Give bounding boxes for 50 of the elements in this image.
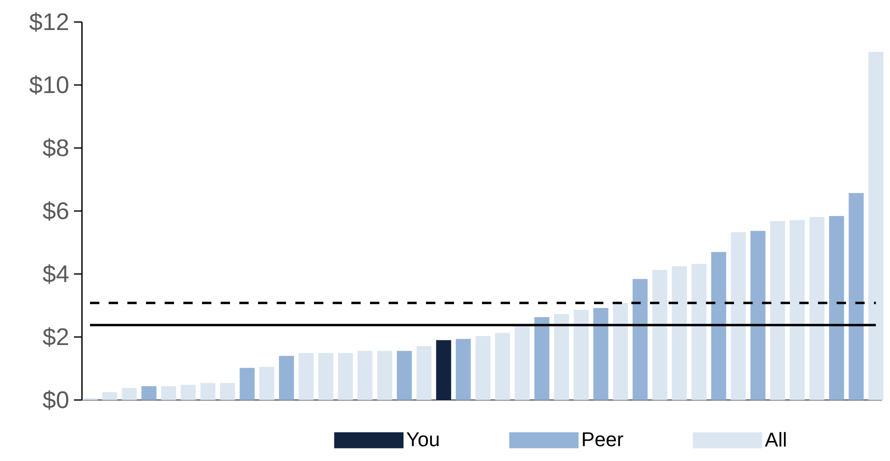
bar <box>200 382 216 400</box>
bar <box>534 317 550 400</box>
bar <box>848 193 864 400</box>
legend-label: Peer <box>582 432 624 446</box>
bar <box>456 338 471 400</box>
bar <box>711 252 726 400</box>
bar <box>692 264 707 400</box>
bar <box>672 266 687 400</box>
y-tick-label: $0 <box>42 390 68 410</box>
bar <box>514 325 530 400</box>
bar <box>141 386 156 400</box>
bar <box>259 366 274 400</box>
bar <box>240 368 255 400</box>
bar <box>416 346 432 400</box>
legend-label: You <box>406 432 439 446</box>
y-tick-label: $4 <box>42 264 69 284</box>
bar <box>436 340 452 400</box>
bar <box>809 216 824 400</box>
y-tick-label: $12 <box>29 12 68 32</box>
bar <box>298 353 314 400</box>
bar <box>652 270 668 400</box>
bar <box>161 386 176 400</box>
bar <box>318 353 334 400</box>
bar <box>632 279 648 400</box>
bar <box>770 221 786 400</box>
bar <box>829 216 844 400</box>
bar <box>790 220 805 400</box>
bar <box>554 314 570 400</box>
bar <box>475 336 490 400</box>
bar <box>750 230 766 400</box>
bar <box>612 302 628 400</box>
bar <box>868 52 884 400</box>
bar <box>338 353 353 400</box>
bar <box>278 356 294 400</box>
y-tick-label: $8 <box>42 138 68 158</box>
bar <box>396 350 412 400</box>
y-tick-label: $6 <box>42 201 68 221</box>
bar <box>593 308 608 400</box>
bar <box>102 392 118 400</box>
legend-label: All <box>764 432 786 447</box>
bar <box>377 350 392 400</box>
bar <box>122 388 137 400</box>
bar <box>730 232 746 400</box>
bar <box>495 332 510 400</box>
bar <box>574 310 589 400</box>
bar <box>220 382 236 400</box>
bar <box>180 384 196 400</box>
y-tick-label: $10 <box>29 75 68 95</box>
y-tick-label: $2 <box>42 327 68 347</box>
bar <box>358 350 373 400</box>
